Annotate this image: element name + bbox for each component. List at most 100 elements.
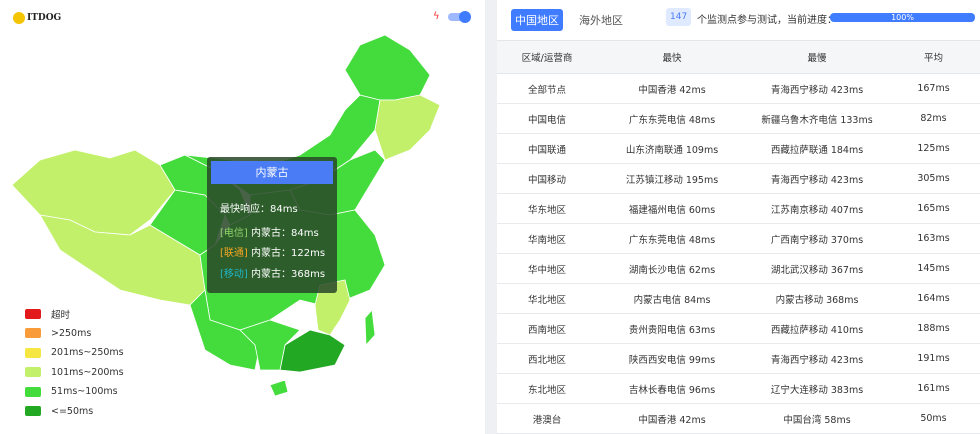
region-tooltip: 内蒙古 最快响应：84ms [电信] 内蒙古：84ms [联通] 内蒙古：122…	[207, 157, 337, 293]
legend-label: <=50ms	[51, 405, 94, 417]
table-cell: 全部节点	[497, 73, 597, 104]
table-cell: 辽宁大连移动 383ms	[747, 373, 887, 404]
region-heilongjiang[interactable]	[344, 34, 431, 101]
itdog-logo: ITDOG	[13, 12, 61, 24]
tooltip-fastest: 最快响应：84ms	[220, 204, 298, 215]
isp-value: 内蒙古：368ms	[251, 269, 326, 280]
region-northeast[interactable]	[374, 94, 441, 161]
node-count-badge: 147	[666, 8, 692, 26]
table-cell: 167ms	[887, 73, 980, 104]
table-cell: 中国香港 42ms	[597, 73, 747, 104]
table-cell: 吉林长春电信 96ms	[597, 373, 747, 404]
table-cell: 福建福州电信 60ms	[597, 193, 747, 224]
tooltip-unicom: [联通] 内蒙古：122ms	[220, 244, 325, 259]
legend-swatch	[25, 347, 41, 358]
results-table: 区域/运营商 最快 最慢 平均 全部节点 中国香港 42ms 青海西宁移动 423ms 16…	[497, 40, 980, 434]
display-toggle[interactable]	[447, 10, 471, 23]
table-row: 华北地区 内蒙古电信 84ms 内蒙古移动 368ms 164ms	[497, 283, 980, 314]
table-cell: 165ms	[887, 193, 980, 224]
legend-item[interactable]: <=50ms	[25, 402, 124, 422]
table-cell: 125ms	[887, 133, 980, 164]
region-xinjiang[interactable]	[11, 149, 176, 236]
table-cell: 西藏拉萨联通 184ms	[747, 133, 887, 164]
legend-item[interactable]: 超时	[25, 304, 124, 324]
table-cell: 50ms	[887, 403, 980, 434]
table-cell: 164ms	[887, 283, 980, 314]
logo-text: ITDOG	[27, 13, 62, 23]
table-cell: 西北地区	[497, 343, 597, 374]
isp-tag: [电信]	[220, 228, 248, 239]
table-row: 西北地区 陕西西安电信 99ms 青海西宁移动 423ms 191ms	[497, 343, 980, 374]
table-cell: 广东东莞电信 48ms	[597, 223, 747, 254]
isp-value: 内蒙古：84ms	[251, 228, 319, 239]
legend-label: >250ms	[51, 327, 92, 339]
table-cell: 中国联通	[497, 133, 597, 164]
legend-label: 201ms~250ms	[51, 347, 124, 359]
column-header: 最快	[597, 40, 747, 74]
table-cell: 江苏南京移动 407ms	[747, 193, 887, 224]
legend-item[interactable]: 51ms~100ms	[25, 382, 124, 402]
table-cell: 188ms	[887, 313, 980, 344]
legend-swatch	[25, 367, 41, 378]
table-cell: 广西南宁移动 370ms	[747, 223, 887, 254]
table-cell: 东北地区	[497, 373, 597, 404]
table-cell: 191ms	[887, 343, 980, 374]
table-cell: 华东地区	[497, 193, 597, 224]
legend-item[interactable]: 201ms~250ms	[25, 343, 124, 363]
column-header: 最慢	[747, 40, 887, 74]
table-cell: 青海西宁移动 423ms	[747, 343, 887, 374]
table-cell: 陕西西安电信 99ms	[597, 343, 747, 374]
region-jiangxi[interactable]	[314, 279, 351, 336]
table-row: 华南地区 广东东莞电信 48ms 广西南宁移动 370ms 163ms	[497, 223, 980, 254]
isp-value: 内蒙古：122ms	[251, 248, 326, 259]
legend-swatch	[25, 328, 41, 339]
legend-swatch	[25, 386, 41, 397]
table-cell: 中国移动	[497, 163, 597, 194]
legend-item[interactable]: >250ms	[25, 324, 124, 344]
table-cell: 163ms	[887, 223, 980, 254]
table-cell: 西藏拉萨移动 410ms	[747, 313, 887, 344]
table-row: 华东地区 福建福州电信 60ms 江苏南京移动 407ms 165ms	[497, 193, 980, 224]
dog-icon	[13, 12, 25, 24]
table-cell: 华北地区	[497, 283, 597, 314]
region-guangxi[interactable]	[239, 319, 301, 371]
table-cell: 中国台湾 58ms	[747, 403, 887, 434]
toggle-knob[interactable]	[458, 10, 471, 23]
legend-label: 101ms~200ms	[51, 366, 124, 378]
tab-overseas[interactable]: 海外地区	[579, 14, 623, 27]
table-cell: 湖南长沙电信 62ms	[597, 253, 747, 284]
table-cell: 中国电信	[497, 103, 597, 134]
table-row: 东北地区 吉林长春电信 96ms 辽宁大连移动 383ms 161ms	[497, 373, 980, 404]
table-row: 中国联通 山东济南联通 109ms 西藏拉萨联通 184ms 125ms	[497, 133, 980, 164]
region-guangdong[interactable]	[279, 329, 346, 373]
table-row: 西南地区 贵州贵阳电信 63ms 西藏拉萨移动 410ms 188ms	[497, 313, 980, 344]
tooltip-telecom: [电信] 内蒙古：84ms	[220, 224, 319, 239]
legend-label: 超时	[51, 309, 71, 321]
lightning-icon: ϟ	[433, 11, 440, 22]
map-panel: ITDOG ϟ 内蒙古 最快响应：84ms [电信] 内蒙古：84ms [联通]…	[0, 0, 485, 434]
table-row: 全部节点 中国香港 42ms 青海西宁移动 423ms 167ms	[497, 73, 980, 104]
table-cell: 西南地区	[497, 313, 597, 344]
progress-label: 个监测点参与测试，当前进度：	[697, 15, 837, 26]
legend-swatch	[25, 406, 41, 417]
column-header: 平均	[887, 40, 980, 74]
region-hainan[interactable]	[269, 379, 289, 397]
region-taiwan[interactable]	[364, 309, 376, 347]
table-cell: 华南地区	[497, 223, 597, 254]
legend-label: 51ms~100ms	[51, 386, 118, 398]
legend-item[interactable]: 101ms~200ms	[25, 363, 124, 383]
table-cell: 湖北武汉移动 367ms	[747, 253, 887, 284]
table-cell: 内蒙古电信 84ms	[597, 283, 747, 314]
tab-china[interactable]: 中国地区	[511, 9, 563, 31]
map-legend: 超时 >250ms 201ms~250ms 101ms~200ms 51ms~100ms…	[25, 304, 124, 421]
table-cell: 中国香港 42ms	[597, 403, 747, 434]
table-cell: 新疆乌鲁木齐电信 133ms	[747, 103, 887, 134]
table-cell: 华中地区	[497, 253, 597, 284]
table-cell: 山东济南联通 109ms	[597, 133, 747, 164]
table-cell: 港澳台	[497, 403, 597, 434]
table-cell: 82ms	[887, 103, 980, 134]
table-cell: 青海西宁移动 423ms	[747, 73, 887, 104]
table-row: 港澳台 中国香港 42ms 中国台湾 58ms 50ms	[497, 403, 980, 434]
progress-bar: 100%	[830, 13, 975, 22]
results-panel: 中国地区 海外地区 147 个监测点参与测试，当前进度： 100% 区域/运营商…	[497, 0, 980, 434]
